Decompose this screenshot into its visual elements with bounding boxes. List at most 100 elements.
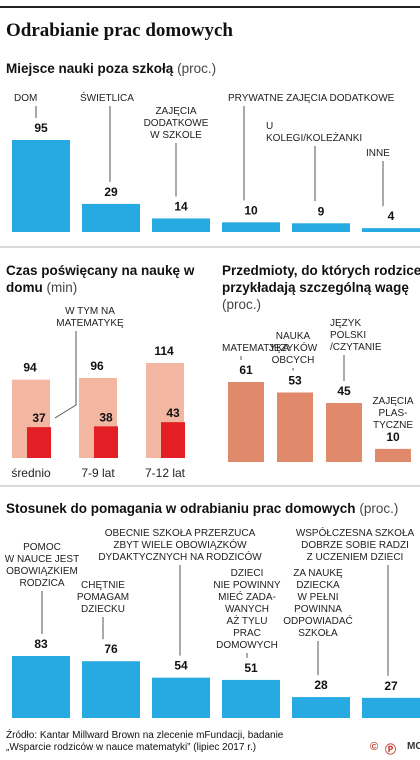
attitude-bar — [12, 656, 70, 718]
section-title-attitude-text: Stosunek do pomagania w odrabianiu prac … — [6, 501, 356, 516]
place-category-label: ŚWIETLICA — [80, 91, 134, 104]
attitude-category-label: POWINNA — [294, 604, 342, 615]
attitude-bar — [82, 661, 140, 718]
attitude-category-label: NIE POWINNY — [213, 580, 281, 591]
attitude-category-label: OBOWIĄZKIEM — [6, 566, 78, 577]
time-category-label: 7-9 lat — [81, 466, 115, 480]
attitude-category-label: SZKOŁA — [298, 628, 338, 639]
attitude-category-label: AŻ TYLU — [227, 614, 268, 627]
attitude-value-label: 27 — [384, 679, 398, 693]
attitude-category-label: Z UCZENIEM DZIECI — [307, 552, 404, 563]
place-category-label: DODATKOWE — [144, 118, 209, 129]
time-total-value: 96 — [90, 359, 104, 373]
attitude-category-label: DZIECKU — [81, 604, 125, 615]
subject-value-label: 61 — [239, 363, 253, 377]
attitude-category-label: MIEĆ ZADA- — [218, 590, 276, 603]
subject-bar — [375, 448, 411, 462]
attitude-category-label: ZA NAUKĘ — [293, 568, 343, 579]
attitude-bar — [362, 697, 420, 718]
attitude-category-label: DYDAKTYCZNYCH NA RODZICÓW — [98, 550, 262, 563]
attitude-category-label: DOBRZE SOBIE RADZI — [301, 540, 409, 551]
brand-mark: MC — [407, 741, 420, 752]
attitude-category-label: POMOC — [23, 542, 61, 553]
copyright-icon: © — [370, 741, 379, 753]
time-series-label: MATEMATYKĘ — [56, 318, 124, 329]
place-value-label: 10 — [244, 203, 258, 217]
page-title: Odrabianie prac domowych — [6, 20, 233, 41]
section-unit-subjects: (proc.) — [222, 297, 262, 312]
subject-category-label: TYCZNE — [373, 420, 413, 431]
separator-1 — [0, 246, 420, 248]
place-value-label: 95 — [34, 121, 48, 135]
time-math-value: 38 — [99, 410, 113, 424]
place-value-label: 29 — [104, 185, 118, 199]
section-unit-time: (min) — [46, 280, 78, 295]
subject-category-label: /CZYTANIE — [330, 342, 382, 353]
attitude-category-label: CHĘTNIE — [81, 580, 125, 591]
separator-2 — [0, 485, 420, 487]
place-bar — [222, 222, 280, 232]
top-rule — [0, 6, 420, 8]
time-math-bar — [94, 426, 118, 458]
section-title-place-text: Miejsce nauki poza szkołą — [6, 61, 174, 76]
attitude-category-label: RODZICA — [20, 578, 65, 589]
place-category-label: W SZKOLE — [150, 130, 202, 141]
subject-category-label: NAUKA — [276, 331, 311, 342]
subject-bar — [277, 392, 313, 462]
attitude-category-label: POMAGAM — [77, 592, 129, 603]
subject-value-label: 53 — [288, 373, 302, 387]
section-unit-attitude: (proc.) — [359, 501, 399, 516]
section-title-time-text: Czas poświęcany na naukę w domu — [6, 263, 195, 295]
source-note: Źródło: Kantar Millward Brown na zleceni… — [6, 730, 283, 754]
publisher-icon: Ⓟ — [385, 744, 396, 756]
attitude-category-label: DZIECKA — [296, 580, 340, 591]
attitude-category-label: DOMOWYCH — [216, 640, 278, 651]
subject-category-label: JĘZYK — [330, 318, 361, 329]
subject-category-label: ZAJĘCIA — [372, 396, 413, 407]
place-category-label: U — [266, 121, 273, 132]
place-bar — [82, 203, 140, 232]
subject-category-label: OBCYCH — [272, 355, 315, 366]
time-series-label: W TYM NA — [65, 306, 115, 317]
attitude-category-label: PRAC — [233, 628, 261, 639]
attitude-value-label: 83 — [34, 637, 48, 651]
section-title-time: Czas poświęcany na naukę w domu (min) — [6, 262, 206, 296]
section-title-subjects: Przedmioty, do których rodzice przykłada… — [222, 262, 420, 313]
subject-value-label: 10 — [386, 430, 400, 444]
time-math-value: 37 — [32, 411, 46, 425]
place-bar — [362, 228, 420, 232]
attitude-category-label: DZIECI — [231, 568, 264, 579]
subject-bar — [326, 402, 362, 462]
section-title-place: Miejsce nauki poza szkołą (proc.) — [6, 60, 216, 77]
time-total-value: 114 — [154, 344, 174, 358]
place-category-label: KOLEGI/KOLEŻANKI — [266, 131, 362, 144]
attitude-category-label: WANYCH — [225, 604, 269, 615]
attitude-value-label: 28 — [314, 678, 328, 692]
section-title-attitude: Stosunek do pomagania w odrabianiu prac … — [6, 500, 398, 517]
attitude-bar — [152, 677, 210, 718]
time-math-bar — [161, 422, 185, 458]
subject-category-label: MATEMATYKA — [222, 343, 290, 354]
place-category-label: DOM — [14, 93, 37, 104]
subject-category-label: JĘZYKÓW — [269, 341, 318, 354]
subject-category-label: POLSKI — [330, 330, 366, 341]
subject-value-label: 45 — [337, 384, 351, 398]
attitude-category-label: WSPÓŁCZESNA SZKOŁA — [296, 526, 415, 539]
time-total-value: 94 — [23, 361, 37, 375]
attitude-category-label: ZBYT WIELE OBOWIĄZKÓW — [113, 538, 247, 551]
time-category-label: 7-12 lat — [145, 466, 186, 480]
attitude-category-label: W NAUCE JEST — [5, 554, 79, 565]
source-line-1: Źródło: Kantar Millward Brown na zleceni… — [6, 730, 284, 741]
subject-bar — [228, 382, 264, 462]
subject-category-label: PLAS- — [379, 408, 408, 419]
attitude-category-label: W PEŁNI — [297, 592, 338, 603]
place-value-label: 4 — [388, 209, 395, 223]
attitude-value-label: 54 — [174, 659, 188, 673]
attitude-category-label: OBECNIE SZKOŁA PRZERZUCA — [105, 528, 256, 539]
time-math-bar — [27, 427, 51, 458]
section-title-subjects-text: Przedmioty, do których rodzice przykłada… — [222, 263, 420, 295]
place-value-label: 9 — [318, 204, 325, 218]
attitude-category-label: ODPOWIADAĆ — [283, 614, 352, 627]
place-category-label: INNE — [366, 148, 390, 159]
